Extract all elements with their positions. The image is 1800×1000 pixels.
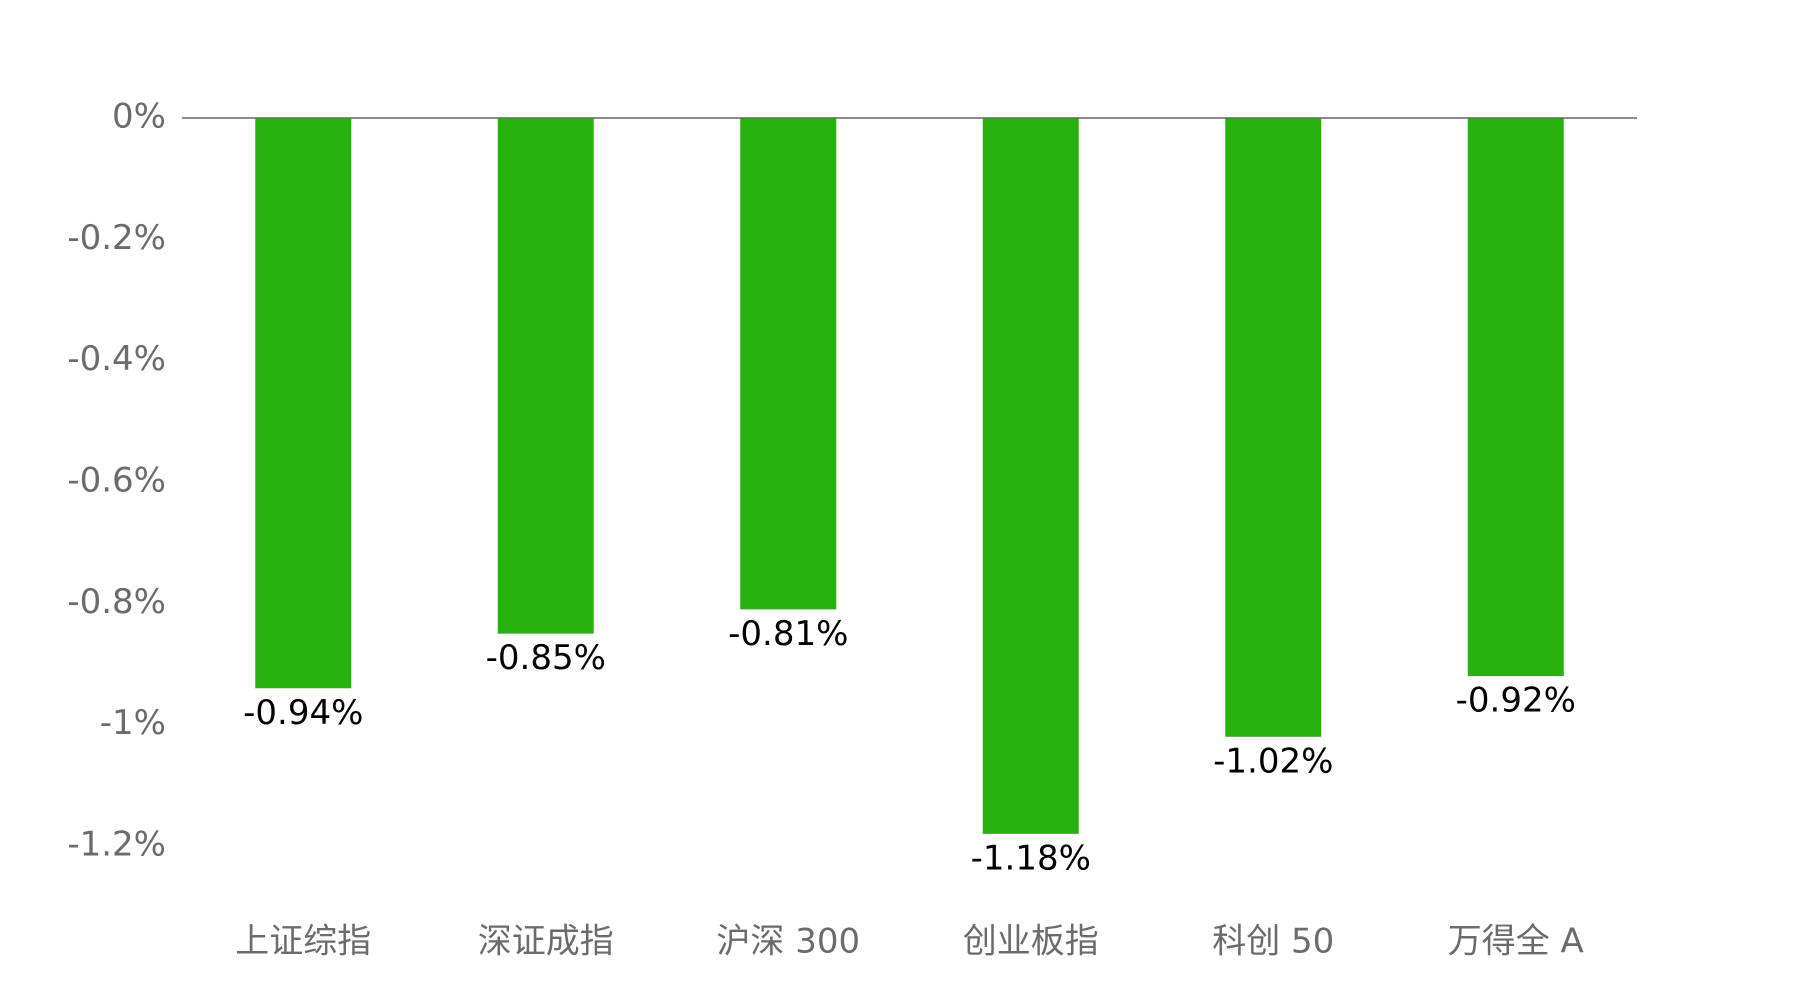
y-tick-label: -0.2% xyxy=(67,218,166,258)
bar xyxy=(740,118,837,610)
y-tick-label: -0.6% xyxy=(67,461,166,501)
bar xyxy=(1467,118,1564,677)
x-tick-label: 上证综指 xyxy=(235,922,371,962)
y-tick-label: -0.4% xyxy=(67,339,166,379)
x-tick-label: 深证成指 xyxy=(478,922,614,962)
value-label: -0.94% xyxy=(243,693,363,733)
bar xyxy=(1225,118,1322,737)
x-tick-label: 沪深 300 xyxy=(716,922,860,962)
y-tick-label: -1.2% xyxy=(67,825,166,865)
bar xyxy=(497,118,594,634)
bar xyxy=(255,118,352,689)
bar xyxy=(982,118,1079,834)
value-label: -1.02% xyxy=(1213,741,1333,781)
y-tick-label: -0.8% xyxy=(67,582,166,622)
x-tick-label: 万得全 A xyxy=(1448,922,1584,962)
x-tick-label: 科创 50 xyxy=(1212,922,1334,962)
value-label: -0.85% xyxy=(486,638,606,678)
y-tick-label: 0% xyxy=(112,97,166,137)
value-label: -0.92% xyxy=(1456,681,1576,721)
x-tick-label: 创业板指 xyxy=(963,922,1099,962)
value-label: -0.81% xyxy=(728,614,848,654)
y-tick-label: -1% xyxy=(100,703,166,743)
value-label: -1.18% xyxy=(971,838,1091,878)
